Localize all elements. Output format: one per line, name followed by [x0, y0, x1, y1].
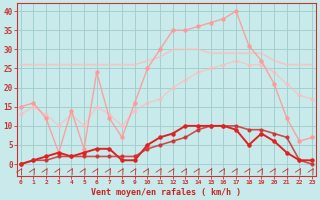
- X-axis label: Vent moyen/en rafales ( km/h ): Vent moyen/en rafales ( km/h ): [92, 188, 241, 197]
